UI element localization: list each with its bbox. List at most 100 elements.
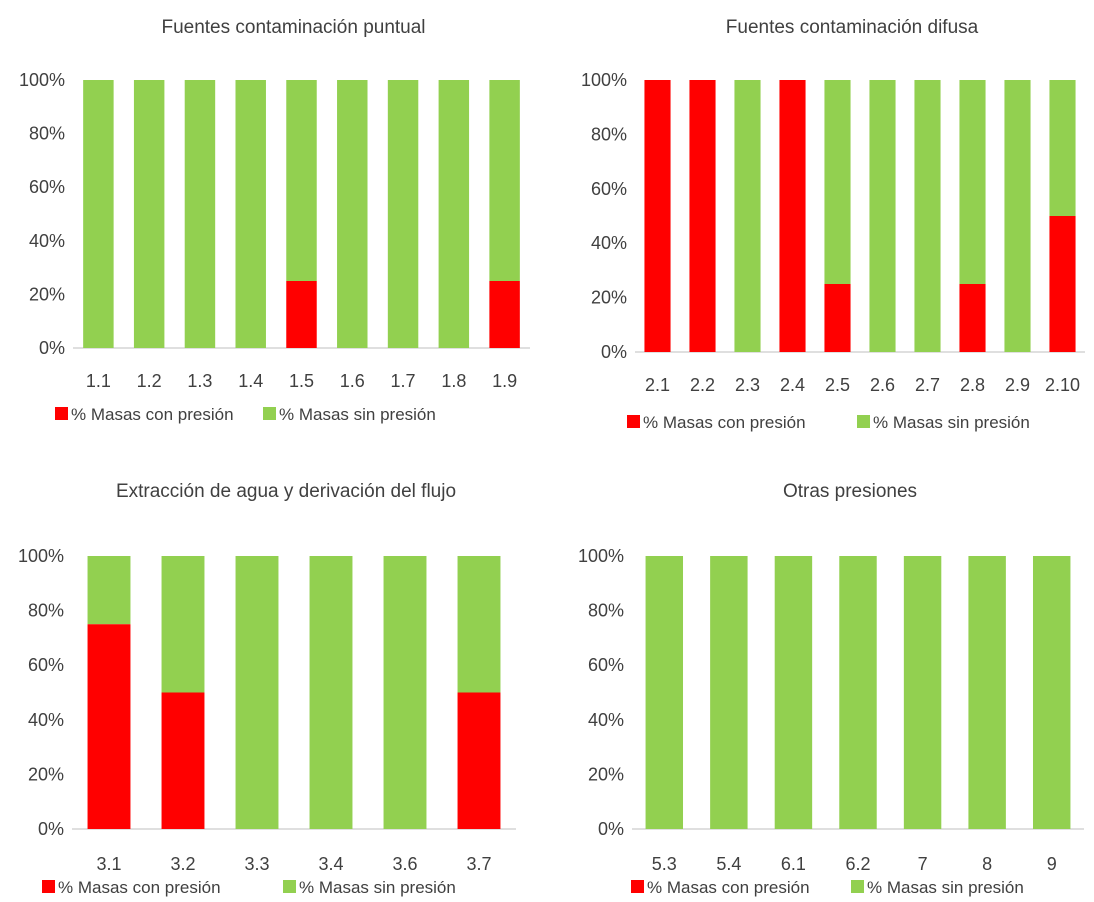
chart-fuentes-difusa: Fuentes contaminación difusa 0% 20% 40% 60% 8… — [547, 0, 1094, 451]
chart-title: Otras presiones — [783, 481, 917, 502]
legend-label-sin: % Masas sin presión — [279, 405, 436, 424]
y-tick-label: 0% — [38, 819, 64, 839]
legend-label-con: % Masas con presión — [643, 413, 806, 432]
bar-con-presion — [779, 80, 806, 352]
x-tick-label: 3.4 — [318, 854, 343, 874]
x-tick-label: 2.7 — [915, 375, 940, 395]
y-tick-label: 100% — [18, 546, 64, 566]
bar-con-presion — [87, 624, 131, 829]
y-tick-label: 20% — [29, 284, 65, 304]
bar-sin-presion — [489, 80, 520, 281]
legend-label-con: % Masas con presión — [71, 405, 234, 424]
y-tick-label: 60% — [28, 655, 64, 675]
y-tick-label: 100% — [578, 546, 624, 566]
bar-sin-presion — [839, 556, 877, 829]
legend: % Masas con presión % Masas sin presión — [631, 878, 1024, 897]
legend-swatch-con — [55, 407, 68, 420]
y-tick-label: 20% — [588, 764, 624, 784]
y-tick-label: 80% — [588, 601, 624, 621]
bar-sin-presion — [457, 556, 501, 693]
legend-swatch-sin — [851, 880, 864, 893]
bar-sin-presion — [309, 556, 353, 829]
bar-sin-presion — [959, 80, 986, 284]
legend-swatch-con — [42, 880, 55, 893]
x-tick-label: 1.1 — [86, 371, 111, 391]
x-tick-label: 2.6 — [870, 375, 895, 395]
chart-fuentes-puntual: Fuentes contaminación puntual 0% 20% 40% 60%… — [0, 0, 547, 451]
bar-sin-presion — [133, 80, 165, 348]
y-tick-label: 60% — [588, 655, 624, 675]
chart-title: Fuentes contaminación puntual — [161, 17, 425, 38]
bar-sin-presion — [337, 80, 368, 348]
x-tick-label: 5.3 — [652, 854, 677, 874]
bar-con-presion — [286, 281, 317, 348]
legend-swatch-sin — [263, 407, 276, 420]
x-tick-label: 1.4 — [238, 371, 263, 391]
x-tick-label: 3.2 — [170, 854, 195, 874]
x-tick-label: 1.2 — [137, 371, 162, 391]
bar-sin-presion — [235, 556, 279, 829]
bar-sin-presion — [774, 556, 813, 829]
bar-sin-presion — [1032, 556, 1071, 829]
y-tick-label: 0% — [601, 342, 627, 362]
y-tick-label: 60% — [29, 177, 65, 197]
y-tick-label: 0% — [39, 338, 65, 358]
x-tick-label: 2.9 — [1005, 375, 1030, 395]
bar-sin-presion — [968, 556, 1006, 829]
y-tick-label: 20% — [28, 764, 64, 784]
chart-otras-presiones: Otras presiones 0% 20% 40% 60% 80% 100% 5.3 5.4 6… — [547, 451, 1094, 902]
x-tick-label: 2.1 — [645, 375, 670, 395]
bar-sin-presion — [645, 556, 684, 829]
x-tick-label: 8 — [982, 854, 992, 874]
bar-sin-presion — [1049, 80, 1076, 216]
y-tick-label: 60% — [591, 179, 627, 199]
x-tick-label: 1.8 — [441, 371, 466, 391]
bar-con-presion — [689, 80, 716, 352]
bar-con-presion — [161, 692, 205, 829]
y-tick-label: 40% — [591, 233, 627, 253]
bar-sin-presion — [914, 80, 941, 352]
y-tick-label: 80% — [591, 124, 627, 144]
legend-label-sin: % Masas sin presión — [867, 878, 1024, 897]
x-tick-label: 3.6 — [392, 854, 417, 874]
bar-sin-presion — [438, 80, 470, 348]
legend: % Masas con presión % Masas sin presión — [42, 878, 456, 897]
x-tick-label: 6.2 — [845, 854, 870, 874]
legend-swatch-con — [631, 880, 644, 893]
x-tick-label: 3.1 — [96, 854, 121, 874]
legend-label-sin: % Masas sin presión — [299, 878, 456, 897]
x-tick-label: 2.2 — [690, 375, 715, 395]
x-tick-label: 3.3 — [244, 854, 269, 874]
x-tick-label: 6.1 — [781, 854, 806, 874]
bar-con-presion — [824, 284, 851, 352]
x-tick-label: 1.7 — [391, 371, 416, 391]
y-tick-label: 80% — [28, 601, 64, 621]
y-tick-label: 0% — [598, 819, 624, 839]
bar-sin-presion — [824, 80, 851, 284]
bar-sin-presion — [286, 80, 317, 281]
bar-sin-presion — [161, 556, 205, 693]
y-tick-label: 80% — [29, 124, 65, 144]
x-tick-label: 2.3 — [735, 375, 760, 395]
bar-con-presion — [489, 281, 520, 348]
bar-con-presion — [644, 80, 671, 352]
x-tick-label: 2.10 — [1045, 375, 1080, 395]
x-tick-label: 5.4 — [716, 854, 741, 874]
y-tick-label: 20% — [591, 288, 627, 308]
legend-label-sin: % Masas sin presión — [873, 413, 1030, 432]
bar-sin-presion — [387, 80, 419, 348]
x-tick-label: 1.5 — [289, 371, 314, 391]
chart-title: Fuentes contaminación difusa — [726, 17, 979, 38]
legend: % Masas con presión % Masas sin presión — [55, 405, 436, 424]
bar-sin-presion — [383, 556, 427, 829]
legend-label-con: % Masas con presión — [58, 878, 221, 897]
bar-con-presion — [959, 284, 986, 352]
legend-swatch-sin — [283, 880, 296, 893]
chart-svg: Fuentes contaminación difusa 0% 20% 40% 60% 8… — [581, 17, 1085, 432]
legend-swatch-con — [627, 415, 640, 428]
bar-sin-presion — [83, 80, 114, 348]
bar-sin-presion — [710, 556, 748, 829]
bar-con-presion — [457, 692, 501, 829]
legend-swatch-sin — [857, 415, 870, 428]
y-tick-label: 100% — [581, 70, 627, 90]
